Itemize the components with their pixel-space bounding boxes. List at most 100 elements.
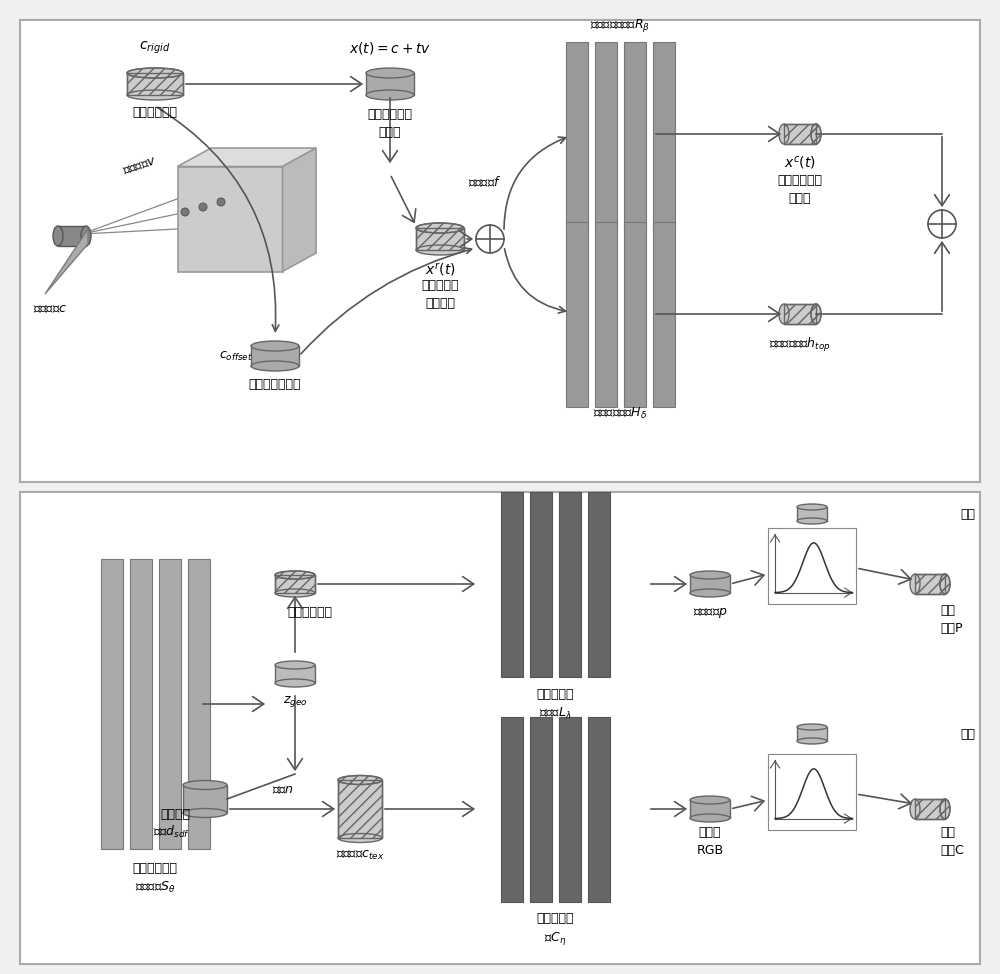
Bar: [768, 528, 856, 604]
Text: 的采样点: 的采样点: [425, 297, 455, 310]
Text: 图片C: 图片C: [940, 844, 964, 857]
Ellipse shape: [910, 574, 920, 594]
Polygon shape: [690, 575, 730, 593]
Text: 积分: 积分: [960, 728, 975, 740]
Polygon shape: [690, 800, 730, 818]
Polygon shape: [275, 665, 315, 683]
Ellipse shape: [690, 589, 730, 597]
Text: 形变量估计模型$R_\beta$: 形变量估计模型$R_\beta$: [590, 17, 650, 34]
Ellipse shape: [690, 796, 730, 804]
Ellipse shape: [779, 304, 789, 324]
Ellipse shape: [910, 799, 920, 819]
Ellipse shape: [416, 223, 464, 233]
Ellipse shape: [797, 518, 827, 524]
Ellipse shape: [797, 738, 827, 744]
Text: 型$C_\eta$: 型$C_\eta$: [544, 930, 566, 947]
Bar: [558, 717, 580, 902]
Bar: [652, 42, 674, 227]
Text: $x^r(t)$: $x^r(t)$: [425, 261, 455, 278]
Polygon shape: [338, 780, 382, 838]
Text: 计模型$L_\lambda$: 计模型$L_\lambda$: [539, 706, 571, 721]
Polygon shape: [915, 574, 945, 594]
Ellipse shape: [251, 361, 299, 371]
Bar: [20, 20, 980, 482]
Text: 带符号距离场: 带符号距离场: [132, 862, 178, 875]
Polygon shape: [797, 507, 827, 521]
Ellipse shape: [779, 124, 789, 144]
Text: 刚性注册$f$: 刚性注册$f$: [468, 175, 501, 189]
Ellipse shape: [183, 808, 227, 817]
Text: $x^c(t)$: $x^c(t)$: [784, 154, 816, 171]
Bar: [501, 717, 522, 902]
Text: 当前帧空间的: 当前帧空间的: [368, 108, 413, 121]
Text: 渲染: 渲染: [940, 826, 955, 839]
Ellipse shape: [366, 68, 414, 78]
Text: $c_{offset}$: $c_{offset}$: [219, 350, 253, 362]
Bar: [530, 492, 552, 677]
Polygon shape: [127, 73, 183, 95]
Bar: [501, 492, 522, 677]
Polygon shape: [797, 727, 827, 741]
Text: 估计模型$S_\theta$: 估计模型$S_\theta$: [135, 880, 175, 895]
Polygon shape: [178, 167, 283, 272]
Ellipse shape: [127, 90, 183, 100]
Circle shape: [181, 208, 189, 216]
Text: $x(t) = c + tv$: $x(t) = c + tv$: [349, 40, 431, 56]
Text: $c_{rigid}$: $c_{rigid}$: [139, 40, 171, 56]
Text: 纹理编码$c_{tex}$: 纹理编码$c_{tex}$: [336, 849, 384, 862]
Text: 颜色估计模: 颜色估计模: [536, 912, 574, 925]
Polygon shape: [915, 799, 945, 819]
Ellipse shape: [275, 589, 315, 597]
Ellipse shape: [338, 775, 382, 784]
Bar: [652, 221, 674, 406]
Bar: [594, 221, 616, 406]
Bar: [130, 559, 152, 849]
Text: 语义: 语义: [940, 604, 955, 617]
Ellipse shape: [275, 571, 315, 579]
Text: 视线方向$v$: 视线方向$v$: [121, 155, 159, 177]
Bar: [588, 717, 610, 902]
Polygon shape: [366, 73, 414, 95]
Bar: [558, 492, 580, 677]
Circle shape: [476, 225, 504, 253]
Polygon shape: [283, 148, 316, 272]
Bar: [188, 559, 210, 849]
Text: 全局几何性质: 全局几何性质: [288, 606, 332, 618]
Ellipse shape: [275, 679, 315, 687]
Bar: [20, 492, 980, 964]
Text: 刚性注册编码: 刚性注册编码: [132, 106, 178, 119]
Ellipse shape: [940, 799, 950, 819]
Ellipse shape: [416, 245, 464, 255]
Ellipse shape: [275, 661, 315, 669]
Polygon shape: [275, 575, 315, 593]
Ellipse shape: [183, 780, 227, 790]
Bar: [530, 717, 552, 902]
Polygon shape: [178, 148, 316, 167]
Polygon shape: [45, 229, 88, 294]
Bar: [624, 221, 646, 406]
Polygon shape: [784, 304, 816, 324]
Text: 非刚性形变编码: 非刚性形变编码: [249, 378, 301, 391]
Text: 语义概率$p$: 语义概率$p$: [693, 606, 727, 620]
Ellipse shape: [127, 68, 183, 78]
Text: 基准空间下的: 基准空间下的: [778, 174, 822, 187]
Polygon shape: [183, 785, 227, 813]
Bar: [768, 754, 856, 830]
Ellipse shape: [690, 571, 730, 579]
Text: 相机位置$c$: 相机位置$c$: [33, 302, 67, 315]
Polygon shape: [58, 226, 86, 246]
Bar: [566, 42, 588, 227]
Ellipse shape: [53, 226, 63, 246]
Ellipse shape: [940, 574, 950, 594]
Text: 颜色值: 颜色值: [699, 826, 721, 839]
Text: 拓扑变化特征$h_{top}$: 拓扑变化特征$h_{top}$: [769, 336, 831, 354]
Circle shape: [928, 210, 956, 238]
Ellipse shape: [797, 504, 827, 510]
Text: 刚性注册后: 刚性注册后: [421, 279, 459, 292]
Bar: [100, 559, 122, 849]
Ellipse shape: [811, 304, 821, 324]
Circle shape: [199, 203, 207, 211]
Ellipse shape: [81, 226, 91, 246]
Ellipse shape: [338, 834, 382, 843]
FancyArrowPatch shape: [157, 107, 279, 331]
